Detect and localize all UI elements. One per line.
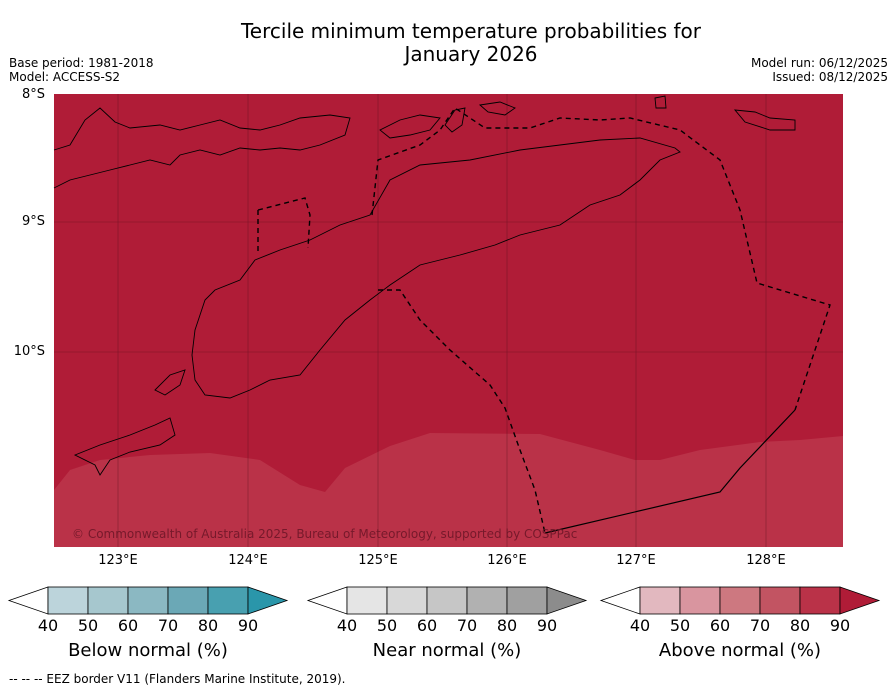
colorbar-tick-label: 40 <box>37 616 59 635</box>
colorbar-segment <box>426 586 468 615</box>
base-period: Base period: 1981-2018 <box>9 56 154 70</box>
colorbar-segment <box>346 586 388 615</box>
colorbar-right-arrow <box>546 586 588 615</box>
rote-island <box>154 369 186 396</box>
colorbar-tick-label: 80 <box>789 616 811 635</box>
lat-label-10s: 10°S <box>13 344 45 359</box>
colorbar-tick-label: 40 <box>629 616 651 635</box>
colorbar-segment <box>506 586 548 615</box>
eez-borders <box>257 107 831 534</box>
colorbar-segment <box>386 586 428 615</box>
colorbar-tick-label: 60 <box>117 616 139 635</box>
colorbar-segment <box>719 586 761 615</box>
colorbar-tick-label: 40 <box>336 616 358 635</box>
probability-region-70-80 <box>54 433 843 547</box>
above-normal-label: Above normal (%) <box>658 640 822 661</box>
eez-solid-border <box>544 409 796 534</box>
colorbar-tick-label: 70 <box>749 616 771 635</box>
lon-label-125e: 125°E <box>358 553 398 568</box>
title-line-2: January 2026 <box>404 42 538 66</box>
timor-island <box>191 137 681 399</box>
footer-note: -- -- -- EEZ border V11 (Flanders Marine… <box>9 672 346 686</box>
colorbar-tick-label: 80 <box>496 616 518 635</box>
colorbar-segment <box>759 586 801 615</box>
lon-label-124e: 124°E <box>228 553 268 568</box>
colorbar-tick-label: 50 <box>376 616 398 635</box>
colorbar-right-arrow <box>247 586 289 615</box>
colorbar-tick-label: 90 <box>536 616 558 635</box>
colorbar-tick-label: 90 <box>829 616 851 635</box>
lon-label-128e: 128°E <box>746 553 786 568</box>
lon-label-123e: 123°E <box>98 553 138 568</box>
below-normal-label: Below normal (%) <box>68 640 228 661</box>
alor-island <box>379 114 441 139</box>
colorbar-segment <box>127 586 169 615</box>
colorbar-segment <box>87 586 129 615</box>
colorbar-tick-label: 50 <box>669 616 691 635</box>
lat-label-8s: 8°S <box>21 87 45 102</box>
colorbar-tick-label: 70 <box>157 616 179 635</box>
colorbar-left-arrow <box>7 586 49 615</box>
wetar-island <box>478 101 516 116</box>
lon-label-127e: 127°E <box>616 553 656 568</box>
meta-right: Model run: 06/12/2025 Issued: 08/12/2025 <box>751 56 888 84</box>
colorbar-segment <box>679 586 721 615</box>
colorbar-segment <box>47 586 89 615</box>
near-normal-label: Near normal (%) <box>372 640 522 661</box>
colorbar-tick-label: 90 <box>237 616 259 635</box>
title-line-1: Tercile minimum temperature probabilitie… <box>240 19 702 43</box>
coastlines <box>53 95 796 476</box>
issued-date: Issued: 08/12/2025 <box>772 70 888 84</box>
copyright-text: © Commonwealth of Australia 2025, Bureau… <box>72 527 577 541</box>
savu-island <box>73 417 176 476</box>
east-islands <box>654 95 796 131</box>
model-name: Model: ACCESS-S2 <box>9 70 121 84</box>
colorbar-right-arrow <box>839 586 881 615</box>
colorbar-segment <box>799 586 841 615</box>
colorbars <box>7 586 881 615</box>
map-title: Tercile minimum temperature probabilitie… <box>0 20 896 66</box>
colorbar-segment <box>207 586 249 615</box>
meta-left: Base period: 1981-2018 Model: ACCESS-S2 <box>9 56 154 84</box>
flores-coast <box>53 107 351 189</box>
colorbar-left-arrow <box>599 586 641 615</box>
colorbar-segment <box>167 586 209 615</box>
grid-lines <box>54 94 843 547</box>
colorbar-segment <box>466 586 508 615</box>
colorbar-segment <box>639 586 681 615</box>
colorbar-tick-label: 80 <box>197 616 219 635</box>
atauro-island <box>444 107 466 133</box>
colorbar-tick-label: 50 <box>77 616 99 635</box>
colorbar-tick-label: 60 <box>709 616 731 635</box>
model-run: Model run: 06/12/2025 <box>750 56 888 70</box>
colorbar-tick-label: 70 <box>456 616 478 635</box>
colorbar-left-arrow <box>306 586 348 615</box>
lon-label-126e: 126°E <box>487 553 527 568</box>
lat-label-9s: 9°S <box>21 214 45 229</box>
colorbar-tick-label: 60 <box>416 616 438 635</box>
